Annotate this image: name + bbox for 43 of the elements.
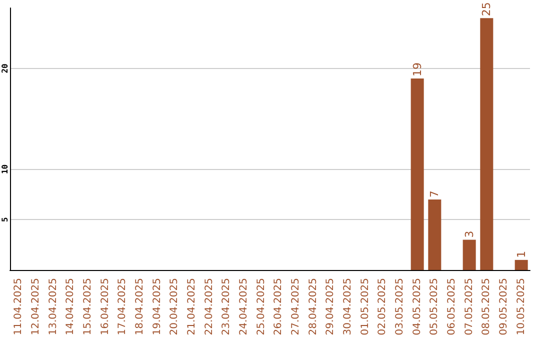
x-tick-label: 06.05.2025 <box>446 278 458 336</box>
data-label: 19 <box>410 62 424 77</box>
x-tick-label: 09.05.2025 <box>498 278 510 336</box>
bar <box>428 199 442 270</box>
data-label: 25 <box>480 2 494 16</box>
x-tick-label: 18.04.2025 <box>134 278 146 336</box>
bar <box>480 18 494 270</box>
x-tick-label: 24.04.2025 <box>238 278 250 336</box>
bar <box>410 78 424 270</box>
x-tick-label: 20.04.2025 <box>169 278 180 336</box>
x-tick-label: 26.04.2025 <box>273 278 284 336</box>
x-tick-label: 29.04.2025 <box>325 278 336 336</box>
x-tick-label: 04.05.2025 <box>412 278 423 336</box>
data-label: 7 <box>428 190 442 198</box>
x-tick-label: 21.04.2025 <box>186 278 198 336</box>
x-tick-label: 12.04.2025 <box>30 278 42 336</box>
x-tick-label: 22.04.2025 <box>204 278 215 336</box>
x-tick-label: 23.04.2025 <box>221 278 232 336</box>
bar <box>514 260 528 270</box>
y-tick-label: 5 <box>0 217 10 222</box>
x-tick-label: 11.04.2025 <box>13 278 24 336</box>
x-tick-label: 30.04.2025 <box>342 278 354 336</box>
x-tick-label: 13.04.2025 <box>48 278 59 336</box>
x-tick-label: 01.05.2025 <box>360 278 371 336</box>
y-tick-label: 10 <box>0 164 10 174</box>
x-tick-label: 25.04.2025 <box>256 278 267 336</box>
x-tick-label: 15.04.2025 <box>82 278 94 336</box>
x-tick-label: 19.04.2025 <box>152 278 163 336</box>
x-tick-label: 03.05.2025 <box>394 278 406 336</box>
data-label: 3 <box>462 230 476 238</box>
x-tick-label: 27.04.2025 <box>290 278 302 336</box>
x-tick-label: 17.04.2025 <box>117 278 128 336</box>
x-tick-label: 28.04.2025 <box>308 278 319 336</box>
bar <box>462 240 476 270</box>
x-tick-label: 16.04.2025 <box>100 278 111 336</box>
x-tick-label: 10.05.2025 <box>516 278 527 336</box>
x-tick-label: 07.05.2025 <box>464 278 475 336</box>
x-tick-label: 02.05.2025 <box>377 278 388 336</box>
x-tick-label: 05.05.2025 <box>429 278 440 336</box>
y-tick-label: 20 <box>0 63 10 74</box>
data-label: 1 <box>514 250 528 258</box>
x-tick-label: 14.04.2025 <box>65 278 76 336</box>
x-tick-label: 08.05.2025 <box>481 278 492 336</box>
